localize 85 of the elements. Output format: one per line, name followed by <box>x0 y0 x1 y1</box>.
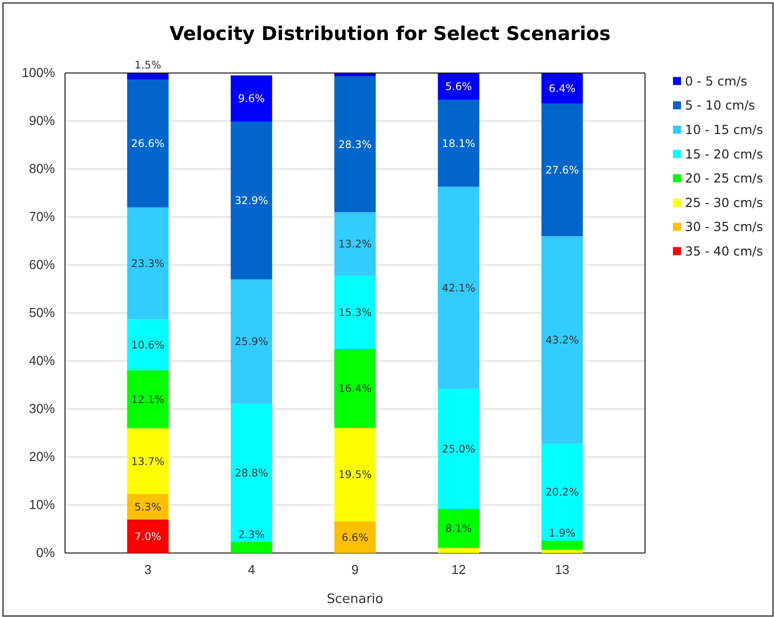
x-tick-label: 12 <box>451 562 466 578</box>
x-tick-label: 3 <box>144 562 152 578</box>
bar <box>541 540 583 550</box>
bar <box>127 519 169 553</box>
data-label: 23.3% <box>131 258 165 270</box>
data-label: 28.8% <box>234 468 268 480</box>
x-axis-title: Scenario <box>326 592 384 607</box>
bar <box>127 319 169 370</box>
bar <box>334 76 376 212</box>
data-label: 25.9% <box>234 336 268 348</box>
data-label: 13.2% <box>338 238 372 251</box>
data-label: 6.4% <box>548 83 576 96</box>
y-tick-label: 50% <box>28 305 56 320</box>
data-label: 13.7% <box>131 456 165 468</box>
data-label: 1.5% <box>134 60 162 72</box>
y-tick-label: 100% <box>22 65 56 80</box>
data-label: 9.6% <box>238 93 265 106</box>
data-label: 19.5% <box>338 469 372 482</box>
y-tick-label: 60% <box>28 257 56 272</box>
bar <box>334 276 376 349</box>
bar <box>438 548 480 553</box>
bar <box>541 73 583 104</box>
legend-label: 25 - 30 cm/s <box>685 194 764 210</box>
bar <box>127 80 169 208</box>
data-label: 20.2% <box>545 486 579 499</box>
bar <box>230 121 272 280</box>
y-tick-label: 10% <box>28 497 56 512</box>
bar <box>230 279 272 404</box>
data-label: 27.6% <box>545 164 579 177</box>
y-tick-label: 30% <box>28 401 56 416</box>
y-tick-label: 80% <box>28 161 56 176</box>
data-label: 26.6% <box>131 138 165 150</box>
chart-title: Velocity Distribution for Select Scenarios <box>169 23 611 45</box>
y-tick-label: 20% <box>28 449 56 464</box>
data-label: 43.2% <box>545 334 579 347</box>
bar <box>541 236 583 444</box>
data-label: 25.0% <box>442 444 476 456</box>
y-tick-label: 90% <box>28 113 56 128</box>
data-label: 5.6% <box>445 81 472 94</box>
legend-label: 15 - 20 cm/s <box>685 146 764 162</box>
bar <box>334 521 376 553</box>
data-label: 2.3% <box>238 528 265 541</box>
legend-label: 30 - 35 cm/s <box>685 219 764 234</box>
bar <box>438 388 480 509</box>
bar <box>127 370 169 428</box>
bar <box>127 428 169 494</box>
bar <box>127 494 169 520</box>
bar <box>541 550 583 553</box>
data-label: 15.3% <box>338 306 372 319</box>
data-label: 8.1% <box>445 522 472 535</box>
data-label: 32.9% <box>234 195 268 208</box>
data-label: 12.1% <box>131 394 165 406</box>
y-tick-label: 70% <box>28 209 56 224</box>
bar <box>334 428 376 522</box>
bar <box>438 100 480 187</box>
bar <box>127 207 169 320</box>
legend-label: 10 - 15 cm/s <box>685 122 764 137</box>
data-label: 5.3% <box>134 501 162 514</box>
bar <box>230 542 272 553</box>
y-tick-label: 40% <box>28 353 56 368</box>
data-label: 16.4% <box>338 383 372 396</box>
legend-label: 0 - 5 cm/s <box>685 73 748 88</box>
data-label: 18.1% <box>442 138 476 150</box>
bar <box>438 508 480 548</box>
bar <box>438 73 480 100</box>
x-tick-label: 13 <box>554 562 570 578</box>
data-label: 10.6% <box>131 339 165 352</box>
data-label: 1.9% <box>548 528 576 540</box>
bar <box>438 186 480 389</box>
y-tick-label: 0% <box>36 545 56 560</box>
x-tick-label: 9 <box>351 562 359 578</box>
data-label: 28.3% <box>338 138 372 151</box>
bar <box>541 444 583 541</box>
bar <box>230 75 272 122</box>
bar <box>230 404 272 542</box>
bar <box>334 212 376 276</box>
data-label: 7.0% <box>134 530 162 543</box>
bar <box>541 104 583 236</box>
bar <box>334 349 376 428</box>
x-tick-label: 4 <box>248 562 256 578</box>
legend-label: 5 - 10 cm/s <box>685 98 756 113</box>
legend-label: 20 - 25 cm/s <box>685 170 764 186</box>
data-label: 6.6% <box>342 532 368 544</box>
data-label: 42.1% <box>442 282 476 294</box>
legend-label: 35 - 40 cm/s <box>685 243 764 258</box>
